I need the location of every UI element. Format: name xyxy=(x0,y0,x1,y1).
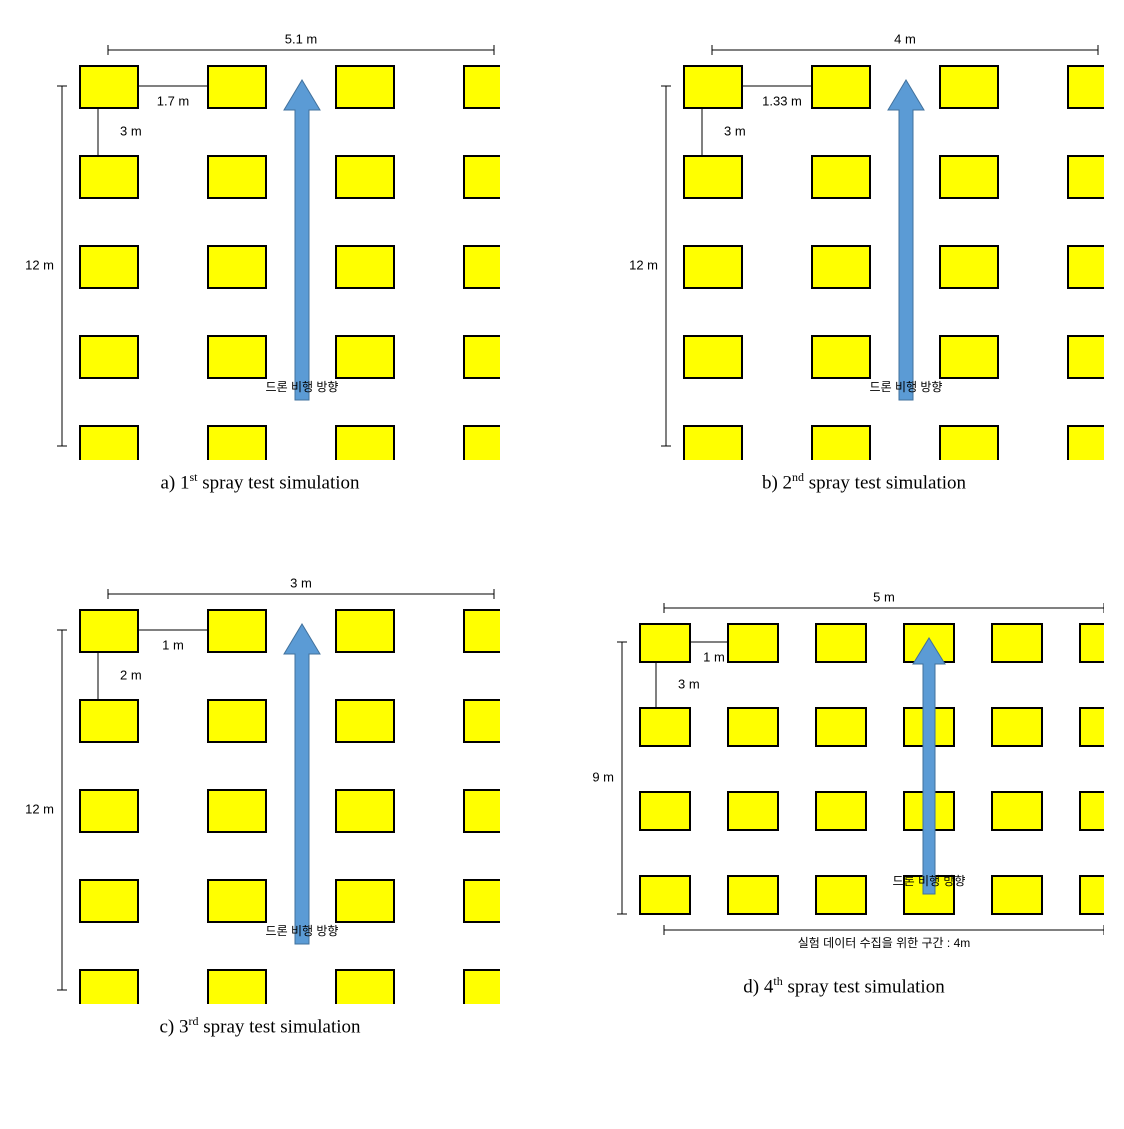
caption-b-pre: b) 2 xyxy=(762,472,792,493)
svg-text:드론 비행 방향: 드론 비행 방향 xyxy=(266,379,339,394)
svg-text:드론 비행 방향: 드론 비행 방향 xyxy=(893,874,966,889)
caption-b: b) 2nd spray test simulation xyxy=(624,470,1104,494)
svg-text:3 m: 3 m xyxy=(290,576,312,591)
caption-a: a) 1st spray test simulation xyxy=(20,470,500,494)
diagram-b: 드론 비행 방향 4 m 1.33 m 3 m 12 m xyxy=(624,20,1104,460)
svg-text:5.1 m: 5.1 m xyxy=(285,31,318,46)
svg-text:12 m: 12 m xyxy=(629,257,658,272)
svg-text:2 m: 2 m xyxy=(120,668,142,683)
caption-d-post: spray test simulation xyxy=(783,977,945,998)
caption-c: c) 3rd spray test simulation xyxy=(20,1014,500,1038)
svg-text:9 m: 9 m xyxy=(592,770,614,785)
caption-c-ord: rd xyxy=(189,1014,199,1028)
caption-d: d) 4th spray test simulation xyxy=(584,974,1104,998)
svg-text:드론 비행 방향: 드론 비행 방향 xyxy=(266,924,339,939)
caption-a-post: spray test simulation xyxy=(198,472,360,493)
svg-text:1.7 m: 1.7 m xyxy=(157,93,190,108)
svg-text:3 m: 3 m xyxy=(120,123,142,138)
svg-text:5 m: 5 m xyxy=(873,590,895,605)
diagram-a: 드론 비행 방향 5.1 m 1.7 m 3 m 12 m xyxy=(20,20,500,460)
svg-text:1.33 m: 1.33 m xyxy=(762,93,802,108)
caption-d-ord: th xyxy=(773,974,782,988)
svg-text:3 m: 3 m xyxy=(724,123,746,138)
svg-text:3 m: 3 m xyxy=(678,677,700,692)
svg-text:12 m: 12 m xyxy=(25,802,54,817)
caption-b-ord: nd xyxy=(792,470,804,484)
panel-c: 드론 비행 방향 3 m 1 m 2 m 12 m c) 3rd spray test … xyxy=(20,564,500,1038)
svg-text:실험 데이터 수집을 위한 구간 : 4m: 실험 데이터 수집을 위한 구간 : 4m xyxy=(798,937,971,951)
svg-text:4 m: 4 m xyxy=(894,31,916,46)
caption-a-ord: st xyxy=(189,470,197,484)
svg-text:12 m: 12 m xyxy=(25,257,54,272)
svg-text:1 m: 1 m xyxy=(703,650,725,665)
caption-c-pre: c) 3 xyxy=(159,1017,188,1038)
caption-d-pre: d) 4 xyxy=(743,977,773,998)
panel-b: 드론 비행 방향 4 m 1.33 m 3 m 12 m b) 2nd spray te… xyxy=(624,20,1104,494)
diagram-d: 드론 비행 방향 5 m 1 m3 m 9 m 실험 데이터 수집을 위한 구간 : 4… xyxy=(584,564,1104,964)
svg-text:드론 비행 방향: 드론 비행 방향 xyxy=(870,379,943,394)
caption-c-post: spray test simulation xyxy=(199,1017,361,1038)
caption-b-post: spray test simulation xyxy=(804,472,966,493)
caption-a-pre: a) 1 xyxy=(160,472,189,493)
panel-d: 드론 비행 방향 5 m 1 m3 m 9 m 실험 데이터 수집을 위한 구간 : 4… xyxy=(584,564,1104,1038)
svg-text:1 m: 1 m xyxy=(162,638,184,653)
diagram-c: 드론 비행 방향 3 m 1 m 2 m 12 m xyxy=(20,564,500,1004)
panel-a: 드론 비행 방향 5.1 m 1.7 m 3 m 12 m a) 1st spray t… xyxy=(20,20,500,494)
